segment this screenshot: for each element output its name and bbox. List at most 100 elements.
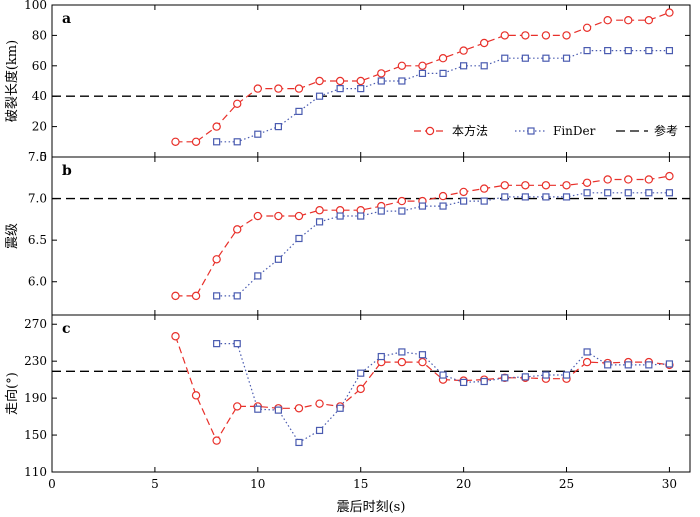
y-tick-label: 230 — [24, 354, 47, 368]
data-point-method — [582, 357, 592, 367]
data-point-finder — [439, 69, 447, 78]
y-tick-label: 190 — [24, 391, 47, 405]
data-point-finder — [645, 361, 653, 369]
data-point-finder — [336, 212, 344, 220]
data-point-method — [521, 31, 530, 40]
x-tick-label: 20 — [456, 477, 471, 491]
data-point-method — [665, 8, 674, 17]
data-point-method — [274, 84, 283, 93]
data-point-method — [233, 225, 242, 234]
data-point-method — [624, 16, 633, 25]
data-point-method — [582, 178, 592, 187]
data-point-method — [315, 206, 324, 215]
data-point-method — [191, 137, 201, 146]
data-point-method — [459, 187, 468, 197]
data-point-finder — [418, 69, 427, 78]
data-point-method — [253, 84, 263, 93]
data-point-finder — [583, 46, 591, 55]
data-point-method — [233, 99, 242, 109]
data-point-method — [438, 54, 448, 63]
data-point-finder — [604, 189, 612, 197]
data-point-method — [418, 357, 427, 367]
y-tick-label: 7.0 — [28, 192, 47, 206]
data-point-finder — [624, 189, 632, 197]
legend-marker-finder — [527, 127, 535, 135]
panel-letter: b — [62, 163, 72, 179]
y-tick-label: 6.5 — [28, 233, 47, 247]
data-point-finder — [357, 84, 365, 93]
data-point-finder — [624, 361, 632, 369]
data-point-method — [294, 404, 304, 413]
data-point-method — [212, 122, 221, 131]
data-point-finder — [377, 207, 385, 215]
data-point-finder — [315, 218, 324, 226]
data-point-finder — [295, 438, 303, 447]
data-point-method — [233, 402, 242, 411]
panel-c-frame — [51, 314, 691, 473]
data-point-method — [644, 175, 654, 184]
data-point-method — [171, 137, 180, 146]
data-point-finder — [542, 371, 550, 379]
y-axis-label: 破裂长度(km) — [4, 40, 20, 122]
y-tick-label: 20 — [32, 120, 47, 134]
data-point-method — [562, 181, 571, 190]
x-tick-label: 0 — [48, 477, 56, 491]
data-point-method — [541, 181, 551, 190]
data-point-finder — [501, 374, 509, 382]
data-point-method — [294, 211, 304, 221]
data-point-finder — [398, 348, 406, 356]
data-point-method — [603, 175, 612, 184]
data-point-method — [253, 211, 263, 221]
y-tick-label: 40 — [32, 89, 47, 103]
data-point-method — [603, 16, 612, 25]
data-point-finder — [645, 189, 653, 197]
data-point-finder — [254, 272, 262, 280]
data-point-finder — [439, 371, 447, 379]
data-point-finder — [274, 122, 282, 131]
data-point-finder — [562, 193, 571, 201]
data-point-method — [191, 391, 201, 400]
x-tick-label: 30 — [662, 477, 677, 491]
data-point-method — [479, 38, 489, 48]
data-point-method — [171, 291, 180, 301]
data-point-method — [335, 76, 345, 86]
data-point-method — [377, 69, 386, 78]
data-point-method — [274, 211, 283, 221]
data-point-finder — [377, 352, 385, 361]
data-point-finder — [665, 46, 674, 55]
series-line-method — [175, 175, 670, 297]
y-axis-label: 震级 — [5, 223, 20, 249]
data-point-finder — [665, 360, 674, 368]
data-point-finder — [357, 212, 365, 220]
data-point-finder — [213, 292, 221, 300]
data-point-method — [479, 184, 489, 193]
y-tick-label: 60 — [32, 59, 47, 73]
data-point-finder — [480, 197, 488, 205]
data-point-method — [582, 23, 592, 32]
data-point-finder — [624, 46, 632, 55]
data-point-finder — [233, 138, 241, 146]
data-point-method — [356, 76, 365, 86]
data-point-method — [438, 191, 448, 201]
panel-b-frame — [51, 156, 691, 316]
data-point-finder — [460, 378, 468, 387]
data-point-finder — [377, 77, 385, 85]
x-axis-label: 震后时刻(s) — [337, 500, 406, 515]
data-point-finder — [418, 202, 427, 210]
data-point-finder — [398, 77, 406, 85]
y-tick-label: 150 — [24, 428, 47, 442]
data-point-finder — [213, 340, 221, 348]
legend-label-method: 本方法 — [452, 123, 488, 138]
data-point-finder — [274, 255, 282, 263]
data-point-finder — [645, 46, 653, 55]
legend-label-reference: 参考 — [654, 123, 678, 138]
data-point-method — [397, 196, 407, 206]
data-point-finder — [460, 197, 468, 205]
data-point-finder — [521, 193, 529, 201]
data-point-method — [644, 16, 654, 25]
panel-letter: c — [62, 321, 71, 337]
data-point-finder — [418, 351, 427, 359]
data-point-finder — [562, 54, 571, 62]
data-point-finder — [604, 46, 612, 55]
